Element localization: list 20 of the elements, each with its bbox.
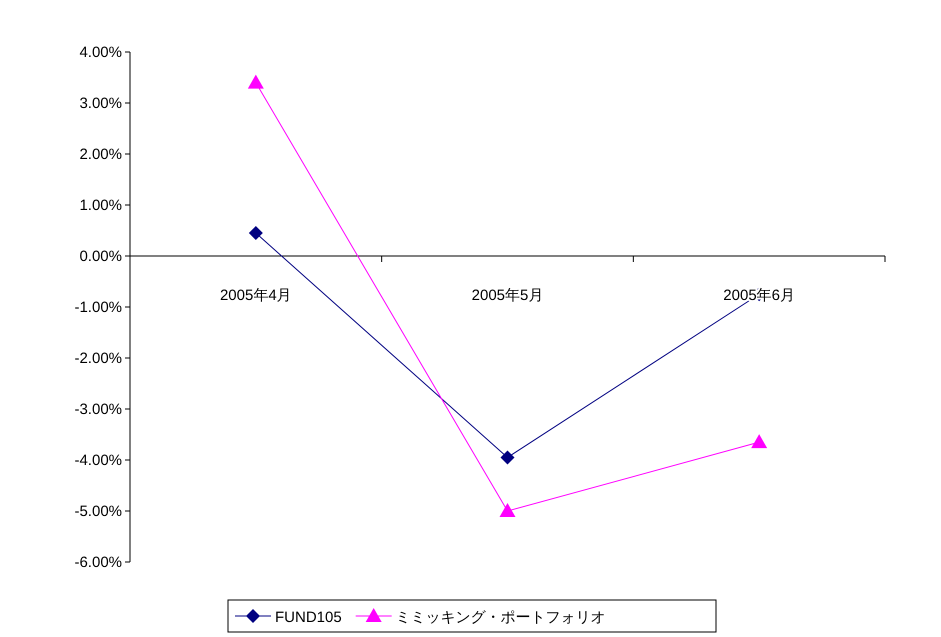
y-tick-label: -2.00% (74, 350, 122, 367)
x-tick-label: 2005年4月 (220, 287, 292, 304)
legend-label: ミミッキング・ポートフォリオ (396, 609, 606, 626)
point (500, 503, 516, 517)
y-tick-label: -1.00% (74, 299, 122, 316)
x-tick-label: 2005年5月 (472, 287, 544, 304)
y-tick-label: -6.00% (74, 554, 122, 571)
y-tick-label: 3.00% (79, 95, 122, 112)
y-tick-label: -4.00% (74, 452, 122, 469)
y-tick-label: 0.00% (79, 248, 122, 265)
y-tick-label: -5.00% (74, 503, 122, 520)
y-tick-label: 4.00% (79, 44, 122, 61)
point (751, 434, 768, 448)
point (500, 450, 514, 464)
point (248, 226, 263, 240)
y-tick-label: -3.00% (74, 401, 122, 418)
legend-label: FUND105 (275, 609, 342, 626)
y-tick-label: 2.00% (79, 146, 122, 163)
y-tick-label: 1.00% (79, 197, 122, 214)
point (248, 74, 264, 89)
